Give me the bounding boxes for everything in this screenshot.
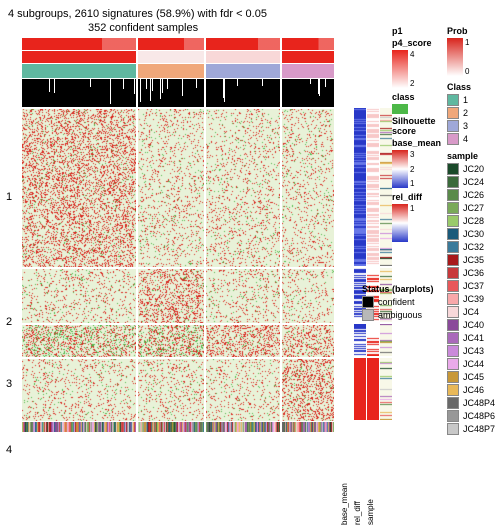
silhouette-bar <box>22 79 352 107</box>
top-annotation-bars <box>22 38 352 107</box>
row-group-labels: 1234 <box>8 38 22 490</box>
heatmap-grid <box>22 109 352 421</box>
p1-legend-title: p1 <box>392 26 441 36</box>
legend-panel: p1p4_score42classSilhouettescorebase_mea… <box>392 26 500 442</box>
heatmap-column <box>22 38 352 490</box>
p1-bar <box>22 38 352 50</box>
bottom-barcode <box>22 422 352 432</box>
side-annotation-strips <box>354 38 392 490</box>
p4score-bar <box>22 51 352 63</box>
class-bar <box>22 64 352 78</box>
bottom-strip-labels: base_meanrel_diffsample <box>340 491 496 525</box>
title: 4 subgroups, 2610 signatures (58.9%) wit… <box>8 8 496 20</box>
